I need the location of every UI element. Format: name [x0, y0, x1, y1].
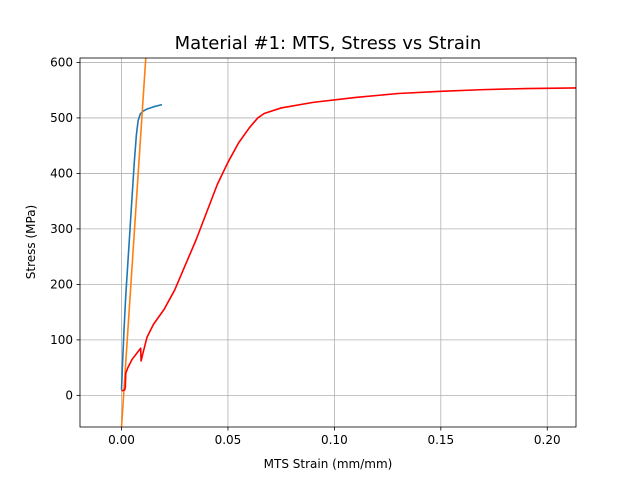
y-axis-label: Stress (MPa)	[24, 205, 38, 279]
x-tick-label: 0.00	[108, 433, 135, 447]
x-tick-label: 0.15	[427, 433, 454, 447]
series-line-2	[120, 58, 147, 427]
axes-border	[79, 57, 577, 428]
y-tick-label: 600	[50, 55, 73, 69]
y-tick-label: 300	[50, 222, 73, 236]
x-axis-label: MTS Strain (mm/mm)	[264, 457, 393, 471]
y-tick-label: 200	[50, 277, 73, 291]
y-tick-label: 500	[50, 111, 73, 125]
x-tick-label: 0.05	[215, 433, 242, 447]
y-tick-label: 400	[50, 166, 73, 180]
y-tick-label: 100	[50, 333, 73, 347]
grid	[80, 58, 576, 427]
y-tick-label: 0	[65, 388, 73, 402]
plot-area	[120, 58, 576, 427]
x-tick-label: 0.20	[534, 433, 561, 447]
ticks: 0.00 0.05 0.10 0.15 0.20 0 100 200 300 400 500 600	[50, 55, 561, 447]
chart-title: Material #1: MTS, Stress vs Strain	[175, 33, 482, 54]
series-line-3	[121, 87, 576, 392]
axes-frame	[79, 57, 577, 428]
series-line-1	[120, 103, 163, 390]
x-tick-label: 0.10	[321, 433, 348, 447]
